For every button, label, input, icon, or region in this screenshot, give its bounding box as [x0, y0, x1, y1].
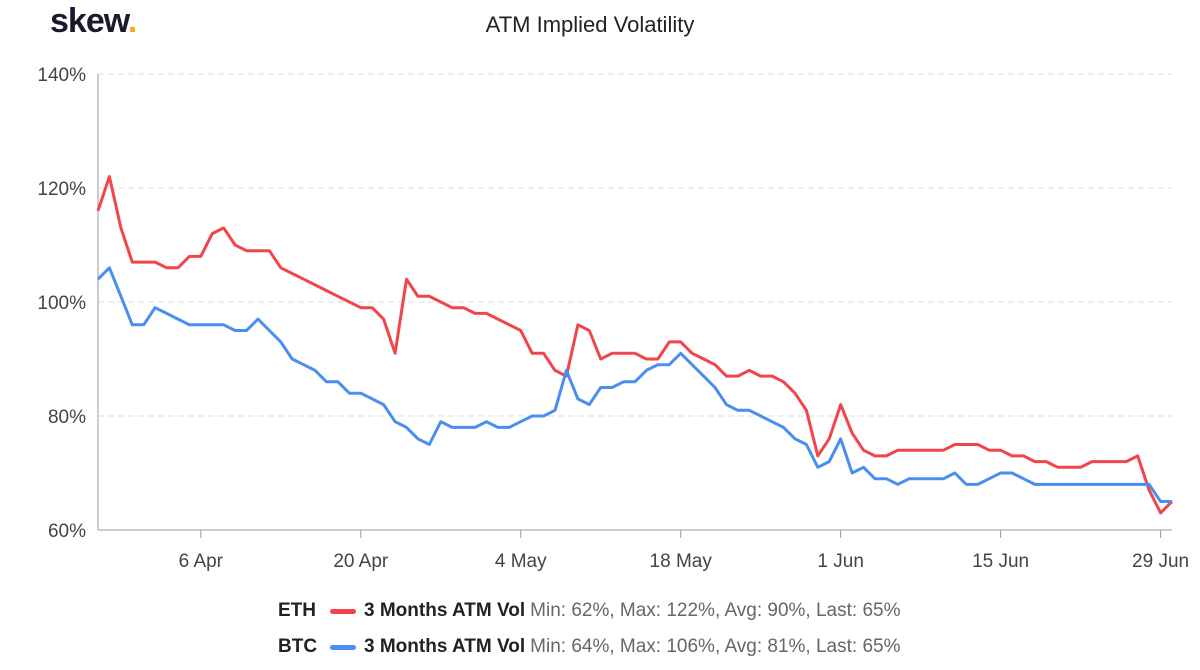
series-line-eth [96, 175, 1174, 515]
legend-item-btc[interactable]: BTC 3 Months ATM Vol Min: 64%, Max: 106%… [278, 633, 901, 661]
legend-item-eth[interactable]: ETH 3 Months ATM Vol Min: 62%, Max: 122%… [278, 597, 901, 625]
legend-series-label: 3 Months ATM Vol [364, 636, 526, 657]
x-tick-label: 15 Jun [972, 551, 1029, 572]
legend-swatch-eth [330, 608, 356, 614]
x-tick-label: 20 Apr [333, 551, 389, 572]
x-tick-label: 18 May [650, 551, 713, 572]
legend-asset-label: BTC [278, 636, 318, 657]
chart-title: ATM Implied Volatility [485, 12, 695, 37]
y-tick-label: 140% [37, 65, 86, 86]
legend-series-label: 3 Months ATM Vol [364, 600, 526, 621]
legend-stats: Min: 64%, Max: 106%, Avg: 81%, Last: 65% [530, 636, 901, 657]
legend-stats: Min: 62%, Max: 122%, Avg: 90%, Last: 65% [530, 600, 901, 621]
y-tick-label: 80% [48, 407, 86, 428]
y-tick-label: 100% [37, 293, 86, 314]
x-tick-label: 4 May [495, 551, 547, 572]
skew-logo: skew. [50, 2, 137, 40]
x-tick-label: 6 Apr [179, 551, 224, 572]
series-line-btc [96, 266, 1172, 503]
legend-swatch-btc [330, 644, 356, 650]
legend-asset-label: ETH [278, 600, 316, 621]
x-tick-label: 29 Jun [1132, 551, 1189, 572]
x-tick-label: 1 Jun [817, 551, 863, 572]
y-tick-label: 120% [37, 179, 86, 200]
y-tick-label: 60% [48, 521, 86, 542]
